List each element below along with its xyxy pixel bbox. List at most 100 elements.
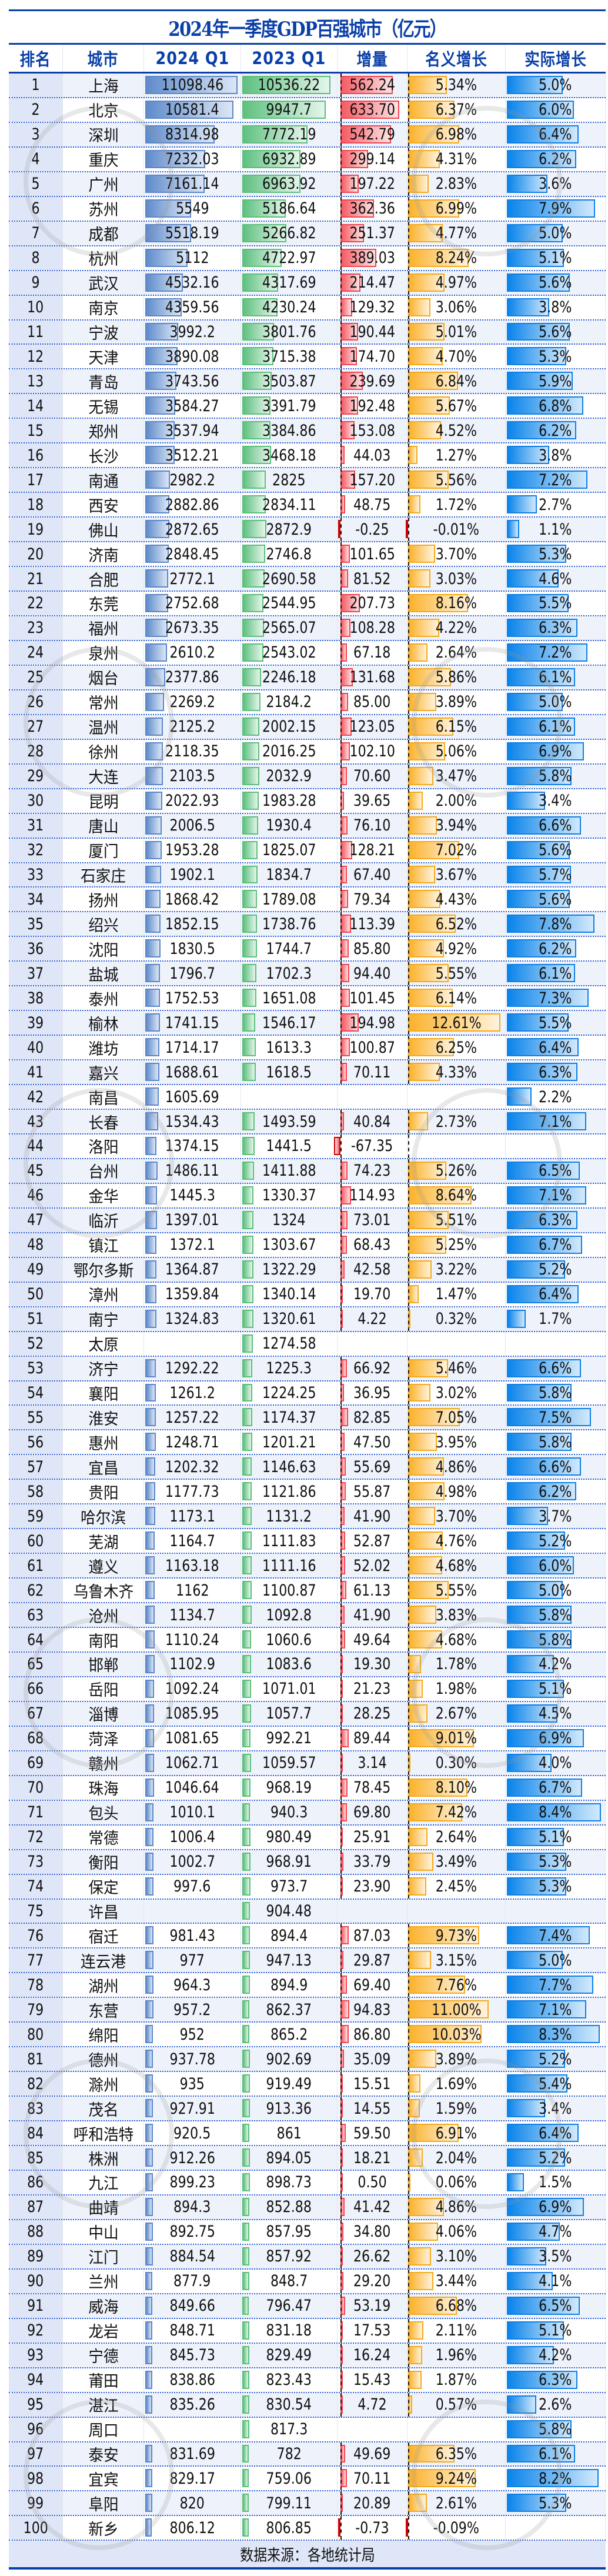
city-value: 郑州 [88, 423, 119, 442]
bar-axis-line [340, 764, 342, 788]
nom-data-bar [408, 2345, 423, 2364]
gdp-2024q1-value: 3584.27 [165, 396, 219, 415]
bar-axis-line [340, 1529, 342, 1553]
nominal-growth-value: 4.97% [435, 273, 477, 292]
bar-axis-line [340, 2097, 342, 2121]
increase-value: 74.23 [353, 1162, 391, 1180]
table-row: 94 莆田 838.86 823.43 15.43 1.87% 6.3% [9, 2368, 606, 2393]
increase-cell: 192.48 [338, 394, 407, 418]
real-data-bar [507, 421, 577, 440]
real-growth-value: 5.8% [539, 1383, 572, 1402]
city-cell: 龙岩 [63, 2318, 144, 2343]
q24-data-bar [145, 2469, 152, 2488]
increase-value: 14.55 [353, 2099, 391, 2118]
city-value: 哈尔滨 [81, 1509, 126, 1527]
city-value: 周口 [88, 2422, 119, 2441]
gdp-2023q1-cell: 2543.02 [241, 640, 338, 665]
table-row: 74 保定 997.6 973.7 23.90 2.45% 5.3% [9, 1874, 606, 1900]
gdp-2023q1-value: 898.73 [266, 2173, 312, 2192]
gdp-2024q1-cell [144, 1899, 241, 1923]
nom-data-bar [408, 1926, 480, 1945]
nominal-growth-value: 5.51% [435, 1211, 477, 1230]
rank-value: 54 [27, 1383, 44, 1402]
gdp-2024q1-cell: 884.54 [144, 2244, 241, 2268]
gdp-2024q1-cell: 957.2 [144, 1998, 241, 2022]
rank-cell: 17 [9, 468, 63, 492]
q23-data-bar [242, 1729, 251, 1747]
nom-data-bar [408, 2271, 433, 2290]
increase-value: 94.83 [353, 2000, 391, 2019]
gdp-2024q1-value: 2118.35 [165, 742, 219, 761]
city-cell: 宿迁 [63, 1924, 144, 1948]
rank-value: 60 [27, 1531, 44, 1550]
rank-value: 63 [27, 1606, 44, 1624]
gdp-2024q1-cell: 997.6 [144, 1874, 241, 1898]
nominal-growth-cell: 4.43% [407, 887, 506, 912]
gdp-2023q1-value: 3503.87 [262, 372, 316, 391]
gdp-2024q1-value: 3512.21 [165, 446, 219, 465]
q23-data-bar [242, 421, 271, 440]
nominal-growth-value: 5.01% [435, 323, 477, 341]
nominal-growth-value: 5.67% [435, 396, 477, 415]
bar-axis-line [408, 1183, 409, 1207]
inc-data-bar [340, 248, 377, 267]
city-value: 长春 [88, 1114, 119, 1133]
city-value: 阜阳 [88, 2495, 119, 2514]
increase-cell: 23.90 [338, 1874, 407, 1898]
bar-axis-line [340, 542, 342, 566]
q24-data-bar [145, 791, 162, 810]
gdp-2023q1-value: 1100.87 [262, 1581, 316, 1600]
gdp-2024q1-value: 1374.15 [165, 1137, 219, 1156]
gdp-2023q1-value: 1111.16 [262, 1556, 316, 1575]
q23-data-bar [242, 2025, 250, 2044]
increase-cell: 74.23 [338, 1159, 407, 1183]
gdp-2023q1-value: 992.21 [266, 1729, 312, 1748]
city-cell: 扬州 [63, 887, 144, 912]
city-cell: 南昌 [63, 1085, 144, 1109]
real-growth-value: 3.4% [539, 2099, 572, 2118]
nominal-growth-value: 6.84% [435, 372, 477, 391]
increase-value: 86.80 [353, 2025, 391, 2044]
rank-cell: 55 [9, 1406, 63, 1430]
city-value: 绍兴 [88, 916, 119, 935]
nominal-growth-value: 4.68% [435, 1556, 477, 1575]
gdp-2023q1-value: 806.85 [266, 2518, 312, 2537]
city-value: 嘉兴 [88, 1065, 119, 1083]
gdp-2023q1-cell: 973.7 [241, 1874, 338, 1898]
nominal-growth-cell: 3.95% [407, 1430, 506, 1454]
increase-cell: 16.24 [338, 2343, 407, 2367]
gdp-2024q1-cell: 1164.7 [144, 1529, 241, 1553]
q24-data-bar [145, 495, 169, 514]
increase-value: 67.18 [353, 643, 391, 662]
real-growth-value: 7.1% [539, 2000, 572, 2019]
nominal-growth-cell: 2.04% [407, 2146, 506, 2170]
bar-axis-line [340, 2195, 342, 2219]
gdp-2023q1-cell: 1057.7 [241, 1701, 338, 1726]
real-growth-cell: 7.4% [506, 1924, 606, 1948]
real-data-bar [507, 717, 576, 736]
gdp-2024q1-cell: 845.73 [144, 2343, 241, 2367]
real-data-bar [507, 1630, 572, 1649]
real-data-bar [507, 1408, 591, 1427]
gdp-2023q1-value: 2834.11 [262, 495, 316, 514]
nominal-growth-cell: 4.22% [407, 616, 506, 640]
table-row: 61 遵义 1163.18 1111.16 52.02 4.68% 6.0% [9, 1554, 606, 1579]
table-row: 59 哈尔滨 1173.1 1131.2 41.90 3.70% 3.7% [9, 1504, 606, 1530]
table-row: 62 乌鲁木齐 1162 1100.87 61.13 5.55% 5.0% [9, 1579, 606, 1604]
rank-value: 5 [31, 175, 40, 193]
rank-value: 52 [27, 1334, 44, 1353]
gdp-2024q1-value: 1902.1 [169, 865, 215, 884]
gdp-2023q1-cell: 1071.01 [241, 1677, 338, 1701]
bar-axis-line [408, 640, 409, 665]
nominal-growth-cell: 3.89% [407, 2047, 506, 2071]
gdp-2023q1-value: 1702.3 [266, 964, 312, 983]
real-growth-value: 3.6% [539, 175, 572, 193]
nom-data-bar [408, 1433, 437, 1451]
nominal-growth-cell: 4.77% [407, 221, 506, 245]
real-growth-cell: 6.2% [506, 419, 606, 443]
rank-cell: 32 [9, 838, 63, 862]
nominal-growth-cell: 3.49% [407, 1850, 506, 1874]
increase-cell: 3.14 [338, 1751, 407, 1775]
city-value: 泰安 [88, 2446, 119, 2465]
nominal-growth-value: 3.89% [435, 693, 477, 712]
